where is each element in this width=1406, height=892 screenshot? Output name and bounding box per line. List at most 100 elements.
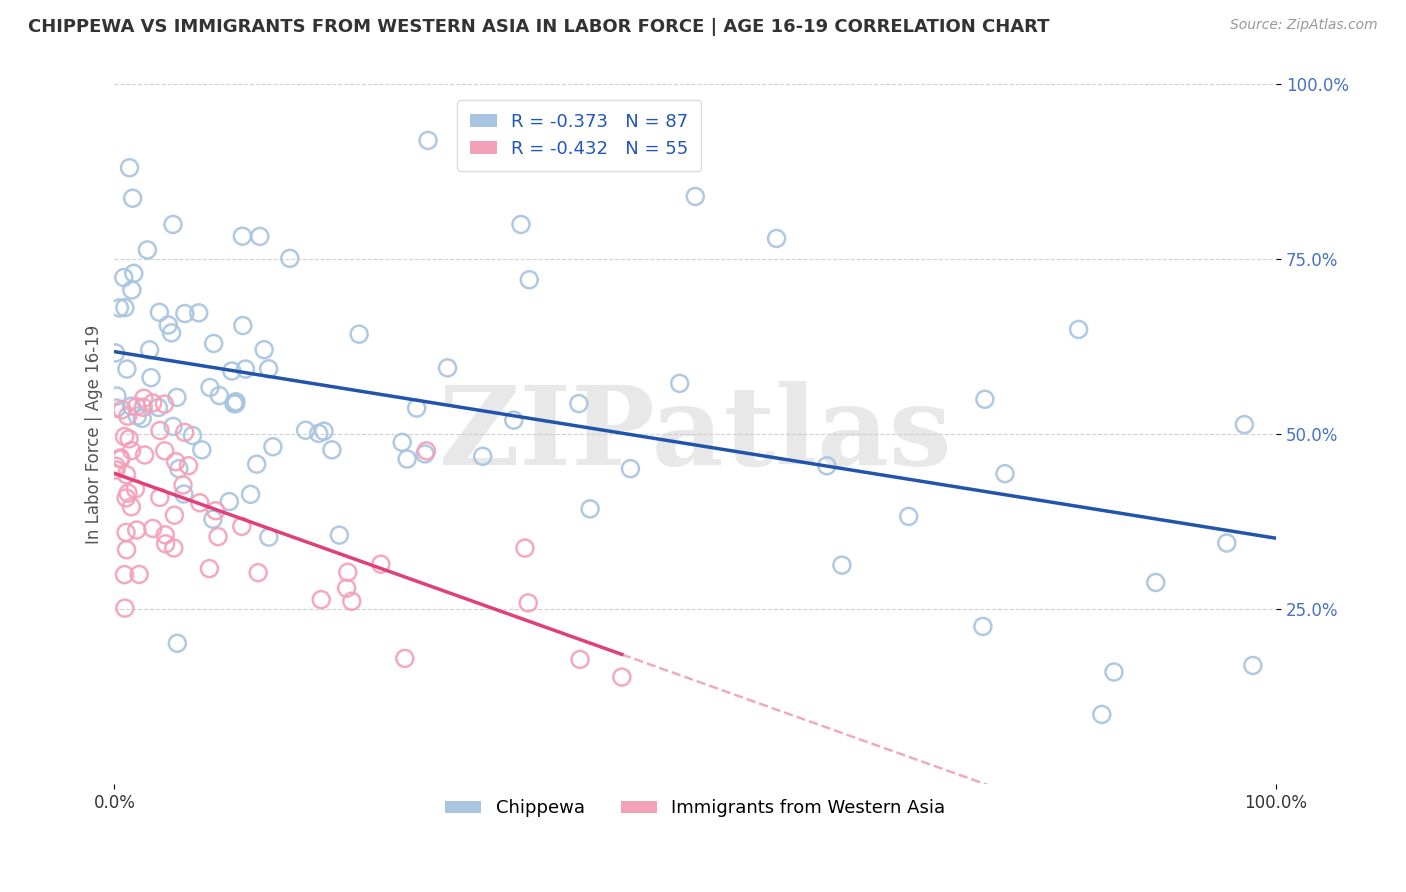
Point [370, 558, 392, 572]
Point [201, 512, 224, 526]
Point [683, 189, 706, 203]
Point [336, 566, 359, 580]
Point [134, 448, 156, 462]
Point [517, 596, 540, 610]
Legend: Chippewa, Immigrants from Western Asia: Chippewa, Immigrants from Western Asia [437, 792, 953, 824]
Point [347, 327, 370, 342]
Point [336, 581, 359, 595]
Point [396, 452, 419, 467]
Point [413, 447, 436, 461]
Point [155, 528, 177, 542]
Point [181, 428, 204, 442]
Point [136, 243, 159, 257]
Point [517, 273, 540, 287]
Point [139, 370, 162, 384]
Point [972, 619, 994, 633]
Point [177, 458, 200, 473]
Point [815, 458, 838, 473]
Point [1241, 658, 1264, 673]
Point [235, 362, 257, 376]
Point [105, 463, 128, 477]
Point [897, 509, 920, 524]
Point [105, 389, 128, 403]
Point [224, 397, 246, 411]
Point [104, 346, 127, 360]
Point [312, 424, 335, 438]
Point [471, 450, 494, 464]
Point [262, 440, 284, 454]
Text: CHIPPEWA VS IMMIGRANTS FROM WESTERN ASIA IN LABOR FORCE | AGE 16-19 CORRELATION : CHIPPEWA VS IMMIGRANTS FROM WESTERN ASIA… [28, 18, 1050, 36]
Point [148, 401, 170, 415]
Point [308, 426, 330, 441]
Point [115, 467, 138, 482]
Point [340, 594, 363, 608]
Point [172, 478, 194, 492]
Point [502, 413, 524, 427]
Point [105, 401, 128, 415]
Point [208, 389, 231, 403]
Point [117, 409, 139, 424]
Point [257, 361, 280, 376]
Point [153, 397, 176, 411]
Point [436, 360, 458, 375]
Point [475, 133, 498, 147]
Point [188, 496, 211, 510]
Point [163, 541, 186, 555]
Point [391, 435, 413, 450]
Point [120, 500, 142, 514]
Point [117, 486, 139, 500]
Point [278, 252, 301, 266]
Point [173, 307, 195, 321]
Point [513, 541, 536, 555]
Point [157, 318, 180, 332]
Point [167, 461, 190, 475]
Point [115, 542, 138, 557]
Point [294, 423, 316, 437]
Point [173, 487, 195, 501]
Point [121, 191, 143, 205]
Point [415, 443, 437, 458]
Point [149, 491, 172, 505]
Point [162, 218, 184, 232]
Point [222, 396, 245, 410]
Point [160, 326, 183, 340]
Text: ZIPatlas: ZIPatlas [439, 381, 952, 488]
Y-axis label: In Labor Force | Age 16-19: In Labor Force | Age 16-19 [86, 325, 103, 544]
Point [569, 652, 592, 666]
Point [239, 487, 262, 501]
Point [328, 528, 350, 542]
Point [121, 283, 143, 297]
Point [125, 523, 148, 537]
Point [110, 450, 132, 465]
Point [309, 592, 332, 607]
Point [202, 336, 225, 351]
Point [1102, 665, 1125, 679]
Point [249, 229, 271, 244]
Point [1216, 536, 1239, 550]
Point [668, 376, 690, 391]
Point [155, 537, 177, 551]
Point [111, 402, 134, 417]
Point [131, 411, 153, 425]
Point [142, 396, 165, 410]
Point [1233, 417, 1256, 432]
Point [510, 218, 533, 232]
Point [225, 394, 247, 409]
Point [166, 391, 188, 405]
Point [246, 457, 269, 471]
Point [394, 651, 416, 665]
Point [1091, 707, 1114, 722]
Point [232, 318, 254, 333]
Point [132, 391, 155, 405]
Point [132, 401, 155, 415]
Point [148, 305, 170, 319]
Point [153, 443, 176, 458]
Point [1067, 322, 1090, 336]
Point [121, 399, 143, 413]
Point [105, 459, 128, 474]
Point [257, 530, 280, 544]
Point [162, 419, 184, 434]
Point [149, 424, 172, 438]
Point [114, 567, 136, 582]
Point [114, 601, 136, 615]
